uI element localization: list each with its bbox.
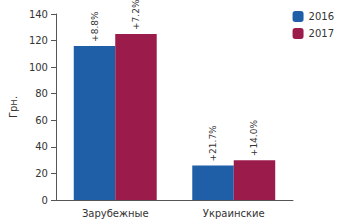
svg-text:+21.7%: +21.7% [208, 125, 218, 162]
svg-text:40: 40 [35, 141, 48, 152]
svg-text:80: 80 [35, 88, 48, 99]
svg-text:+7.2%: +7.2% [131, 0, 141, 30]
svg-text:100: 100 [29, 62, 48, 73]
svg-text:0: 0 [42, 195, 48, 206]
svg-text:Грн.: Грн. [8, 96, 19, 118]
svg-text:Зарубежные: Зарубежные [82, 208, 149, 219]
svg-text:2017: 2017 [309, 28, 334, 39]
svg-text:140: 140 [29, 9, 48, 20]
svg-text:20: 20 [35, 168, 48, 179]
svg-text:60: 60 [35, 115, 48, 126]
svg-text:Украинские: Украинские [203, 208, 265, 219]
svg-text:120: 120 [29, 35, 48, 46]
svg-text:+8.8%: +8.8% [90, 11, 100, 42]
svg-text:+14.0%: +14.0% [249, 120, 259, 157]
svg-text:2016: 2016 [309, 11, 334, 22]
